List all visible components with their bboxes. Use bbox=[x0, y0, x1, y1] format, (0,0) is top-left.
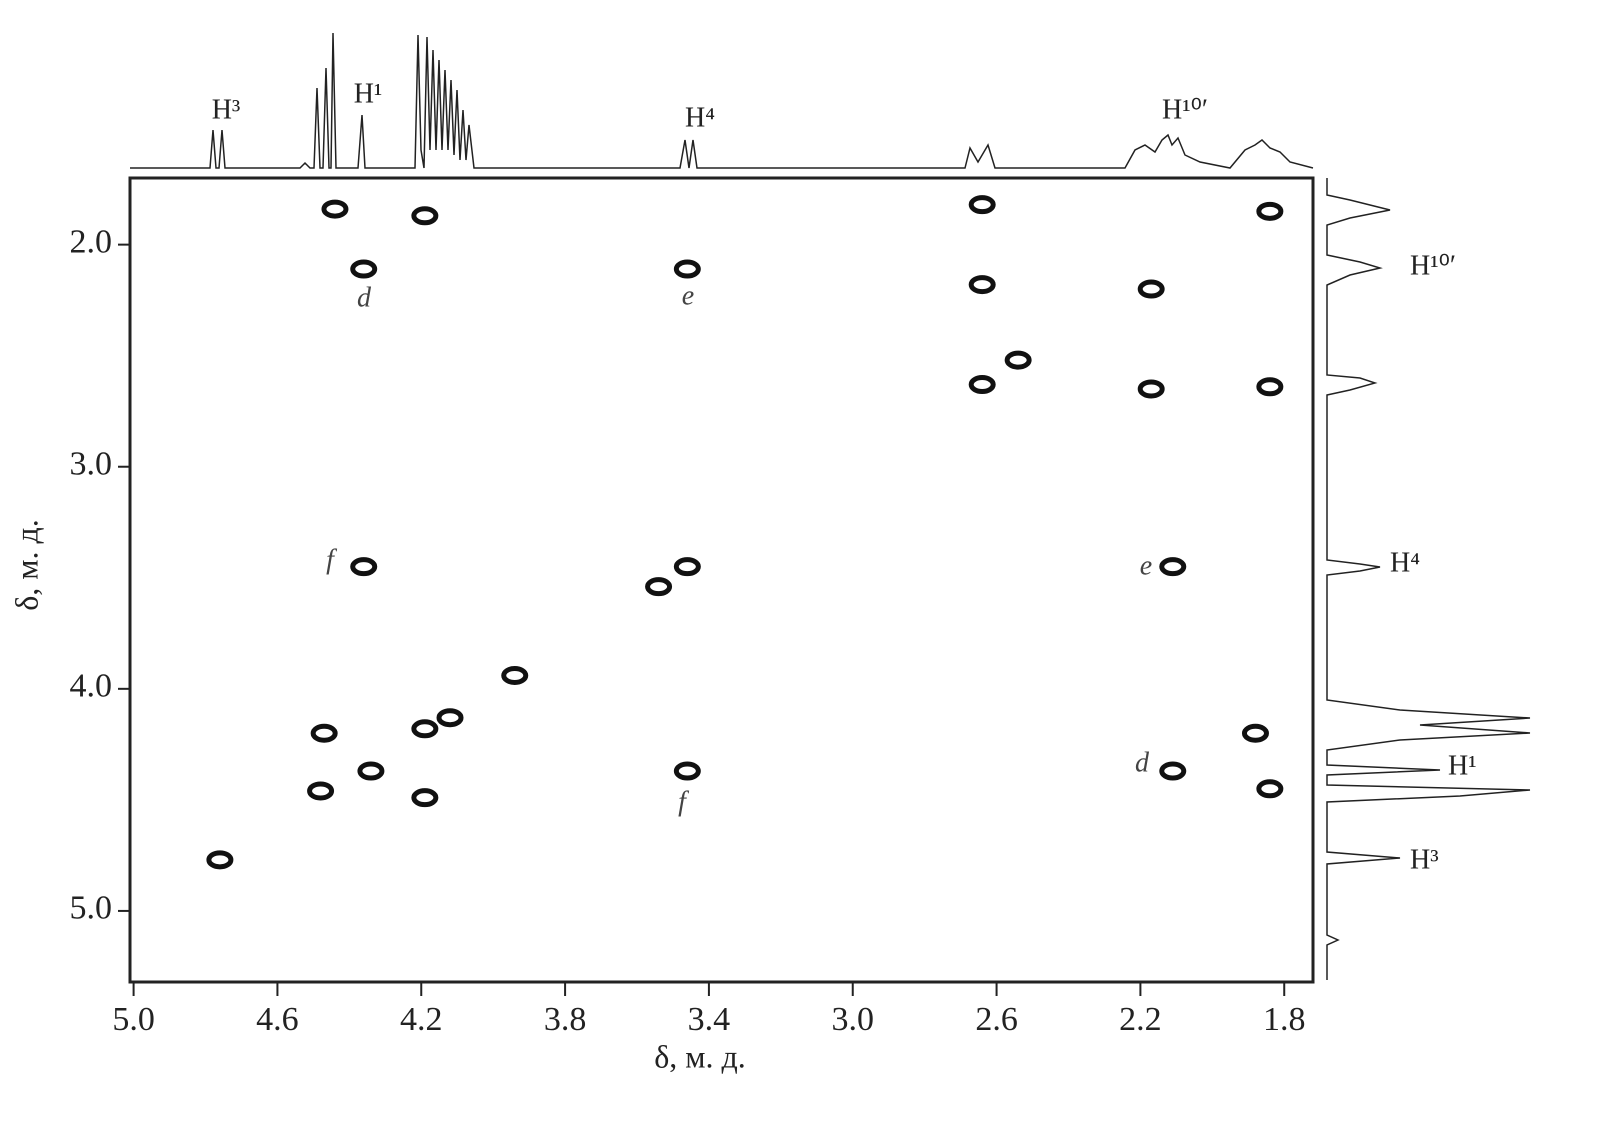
peak-label: H³ bbox=[1410, 844, 1439, 875]
cross-peak bbox=[411, 206, 439, 226]
cross-peak bbox=[673, 557, 701, 577]
y-tick-label: 2.0 bbox=[70, 223, 113, 260]
cross-peak bbox=[1159, 557, 1187, 577]
cross-peak bbox=[645, 577, 673, 597]
peak-label: H⁴ bbox=[1390, 547, 1420, 578]
peak-label: H³ bbox=[212, 94, 241, 125]
cross-peak bbox=[310, 723, 338, 743]
x-tick-label: 2.6 bbox=[975, 1001, 1018, 1038]
x-tick-label: 2.2 bbox=[1119, 1001, 1162, 1038]
x-tick-label: 3.4 bbox=[688, 1001, 731, 1038]
y-tick-label: 3.0 bbox=[70, 446, 113, 483]
cross-peak bbox=[968, 275, 996, 295]
top-projection bbox=[130, 32, 1314, 169]
peak-label: H¹⁰′ bbox=[1162, 94, 1208, 125]
y-tick-label: 5.0 bbox=[70, 890, 113, 927]
y-axis-title: δ, м. д. bbox=[8, 519, 44, 611]
cross-peak bbox=[1241, 723, 1269, 743]
cross-peak bbox=[1137, 279, 1165, 299]
cross-peak bbox=[1004, 350, 1032, 370]
annotation: f bbox=[326, 544, 337, 575]
annotation: f bbox=[678, 786, 689, 817]
x-tick-label: 4.6 bbox=[256, 1001, 299, 1038]
x-axis-title: δ, м. д. bbox=[654, 1038, 746, 1074]
cross-peak bbox=[411, 719, 439, 739]
cross-peak bbox=[350, 259, 378, 279]
cross-peak bbox=[307, 781, 335, 801]
x-tick-label: 3.8 bbox=[544, 1001, 587, 1038]
cross-peak bbox=[206, 850, 234, 870]
peak-label: H¹ bbox=[1448, 750, 1477, 781]
peak-label: H¹⁰′ bbox=[1410, 250, 1456, 281]
annotation: e bbox=[1140, 550, 1152, 581]
x-tick-label: 4.2 bbox=[400, 1001, 443, 1038]
cross-peak bbox=[673, 761, 701, 781]
x-tick-label: 5.0 bbox=[112, 1001, 155, 1038]
annotation: e bbox=[682, 280, 694, 311]
cross-peak bbox=[411, 788, 439, 808]
cross-peak bbox=[968, 195, 996, 215]
cross-peak bbox=[436, 708, 464, 728]
y-tick-label: 4.0 bbox=[70, 668, 113, 705]
cross-peak bbox=[673, 259, 701, 279]
peak-label: H⁴ bbox=[685, 102, 715, 133]
annotation: d bbox=[1135, 747, 1150, 778]
peak-label: H¹ bbox=[354, 78, 383, 109]
x-tick-label: 1.8 bbox=[1263, 1001, 1306, 1038]
cross-peak bbox=[321, 199, 349, 219]
cross-peak bbox=[1137, 379, 1165, 399]
cross-peak bbox=[1256, 201, 1284, 221]
cross-peak bbox=[1159, 761, 1187, 781]
cross-peak bbox=[501, 666, 529, 686]
annotation: d bbox=[357, 282, 372, 313]
plot-frame bbox=[128, 176, 1315, 984]
cross-peak bbox=[357, 761, 385, 781]
x-tick-label: 3.0 bbox=[831, 1001, 874, 1038]
cross-peak bbox=[350, 557, 378, 577]
cross-peak bbox=[1256, 377, 1284, 397]
cross-peak bbox=[968, 375, 996, 395]
cross-peak bbox=[1256, 779, 1284, 799]
side-projection bbox=[1326, 178, 1531, 980]
